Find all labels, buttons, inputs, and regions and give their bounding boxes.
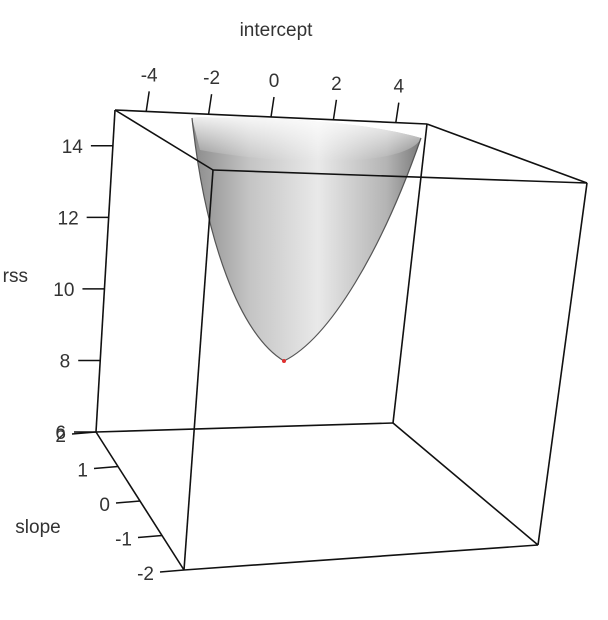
rss-surface xyxy=(191,117,422,363)
slope-tick-label: 0 xyxy=(99,495,110,516)
box-edge xyxy=(114,109,214,171)
box-edge xyxy=(212,169,588,184)
box-edge xyxy=(183,169,214,571)
box-edge xyxy=(537,182,588,546)
intercept-tick-label: 2 xyxy=(331,74,342,95)
box-edge xyxy=(183,544,539,571)
intercept-tick xyxy=(145,91,150,112)
bounding-box-back xyxy=(95,109,588,571)
rss-axis-title: rss xyxy=(3,266,28,287)
rss-tick-label: 8 xyxy=(60,351,71,372)
rss-tick-label: 10 xyxy=(53,280,74,301)
slope-tick-label: -2 xyxy=(137,564,154,585)
intercept-axis-title: intercept xyxy=(240,20,314,41)
intercept-tick xyxy=(270,96,275,118)
intercept-tick-label: 0 xyxy=(269,71,280,92)
bounding-box-front xyxy=(114,109,588,571)
slope-tick xyxy=(159,569,185,573)
box-edge xyxy=(392,422,539,546)
slope-tick xyxy=(93,465,119,470)
box-edge xyxy=(95,109,116,433)
intercept-tick xyxy=(395,102,400,123)
rss-tick-label: 14 xyxy=(62,137,84,158)
surface-rim-highlight xyxy=(192,117,421,162)
intercept-tick-label: 4 xyxy=(394,77,405,98)
slope-axis-title: slope xyxy=(15,517,60,538)
intercept-tick xyxy=(207,94,213,115)
box-edge xyxy=(95,422,394,433)
box-edge xyxy=(426,123,588,184)
slope-tick-label: 1 xyxy=(77,461,88,482)
minimum-point xyxy=(282,359,286,363)
surface-body xyxy=(192,117,421,362)
box-edge xyxy=(392,123,428,424)
intercept-tick-label: -2 xyxy=(203,68,220,89)
intercept-axis: -4 -2 0 2 4 xyxy=(141,65,405,123)
intercept-tick-label: -4 xyxy=(141,65,158,86)
rss-axis: 6 8 10 12 14 xyxy=(53,137,113,444)
slope-tick-label: 2 xyxy=(55,426,66,447)
slope-tick xyxy=(115,500,141,504)
intercept-tick xyxy=(332,99,338,120)
rss-tick-label: 6 xyxy=(55,423,66,444)
rss-tick-label: 12 xyxy=(58,208,79,229)
slope-tick xyxy=(137,534,163,539)
slope-tick-label: -1 xyxy=(115,530,132,551)
